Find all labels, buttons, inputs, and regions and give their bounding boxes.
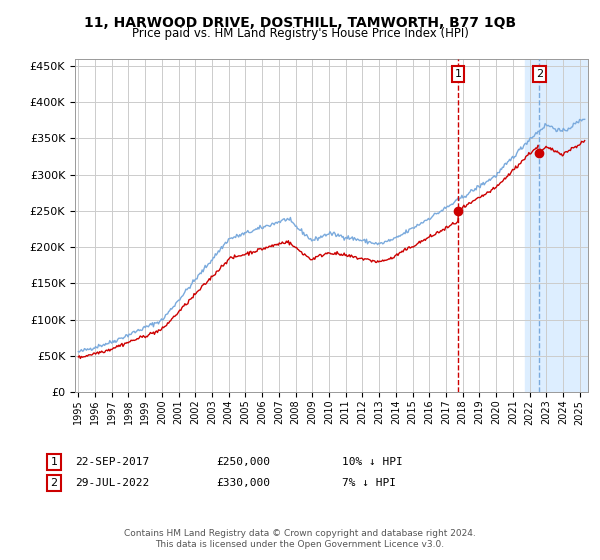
Text: 29-JUL-2022: 29-JUL-2022: [75, 478, 149, 488]
Bar: [524, 59, 588, 392]
Text: 22-SEP-2017: 22-SEP-2017: [75, 457, 149, 467]
Text: 11, HARWOOD DRIVE, DOSTHILL, TAMWORTH, B77 1QB: 11, HARWOOD DRIVE, DOSTHILL, TAMWORTH, B…: [84, 16, 516, 30]
Text: £250,000: £250,000: [216, 457, 270, 467]
Text: £330,000: £330,000: [216, 478, 270, 488]
Text: 1: 1: [455, 69, 461, 79]
Text: Contains HM Land Registry data © Crown copyright and database right 2024.
This d: Contains HM Land Registry data © Crown c…: [124, 529, 476, 549]
Text: 1: 1: [50, 457, 58, 467]
Text: 2: 2: [536, 69, 543, 79]
Text: Price paid vs. HM Land Registry's House Price Index (HPI): Price paid vs. HM Land Registry's House …: [131, 27, 469, 40]
Text: 7% ↓ HPI: 7% ↓ HPI: [342, 478, 396, 488]
Text: 2: 2: [50, 478, 58, 488]
Text: 10% ↓ HPI: 10% ↓ HPI: [342, 457, 403, 467]
